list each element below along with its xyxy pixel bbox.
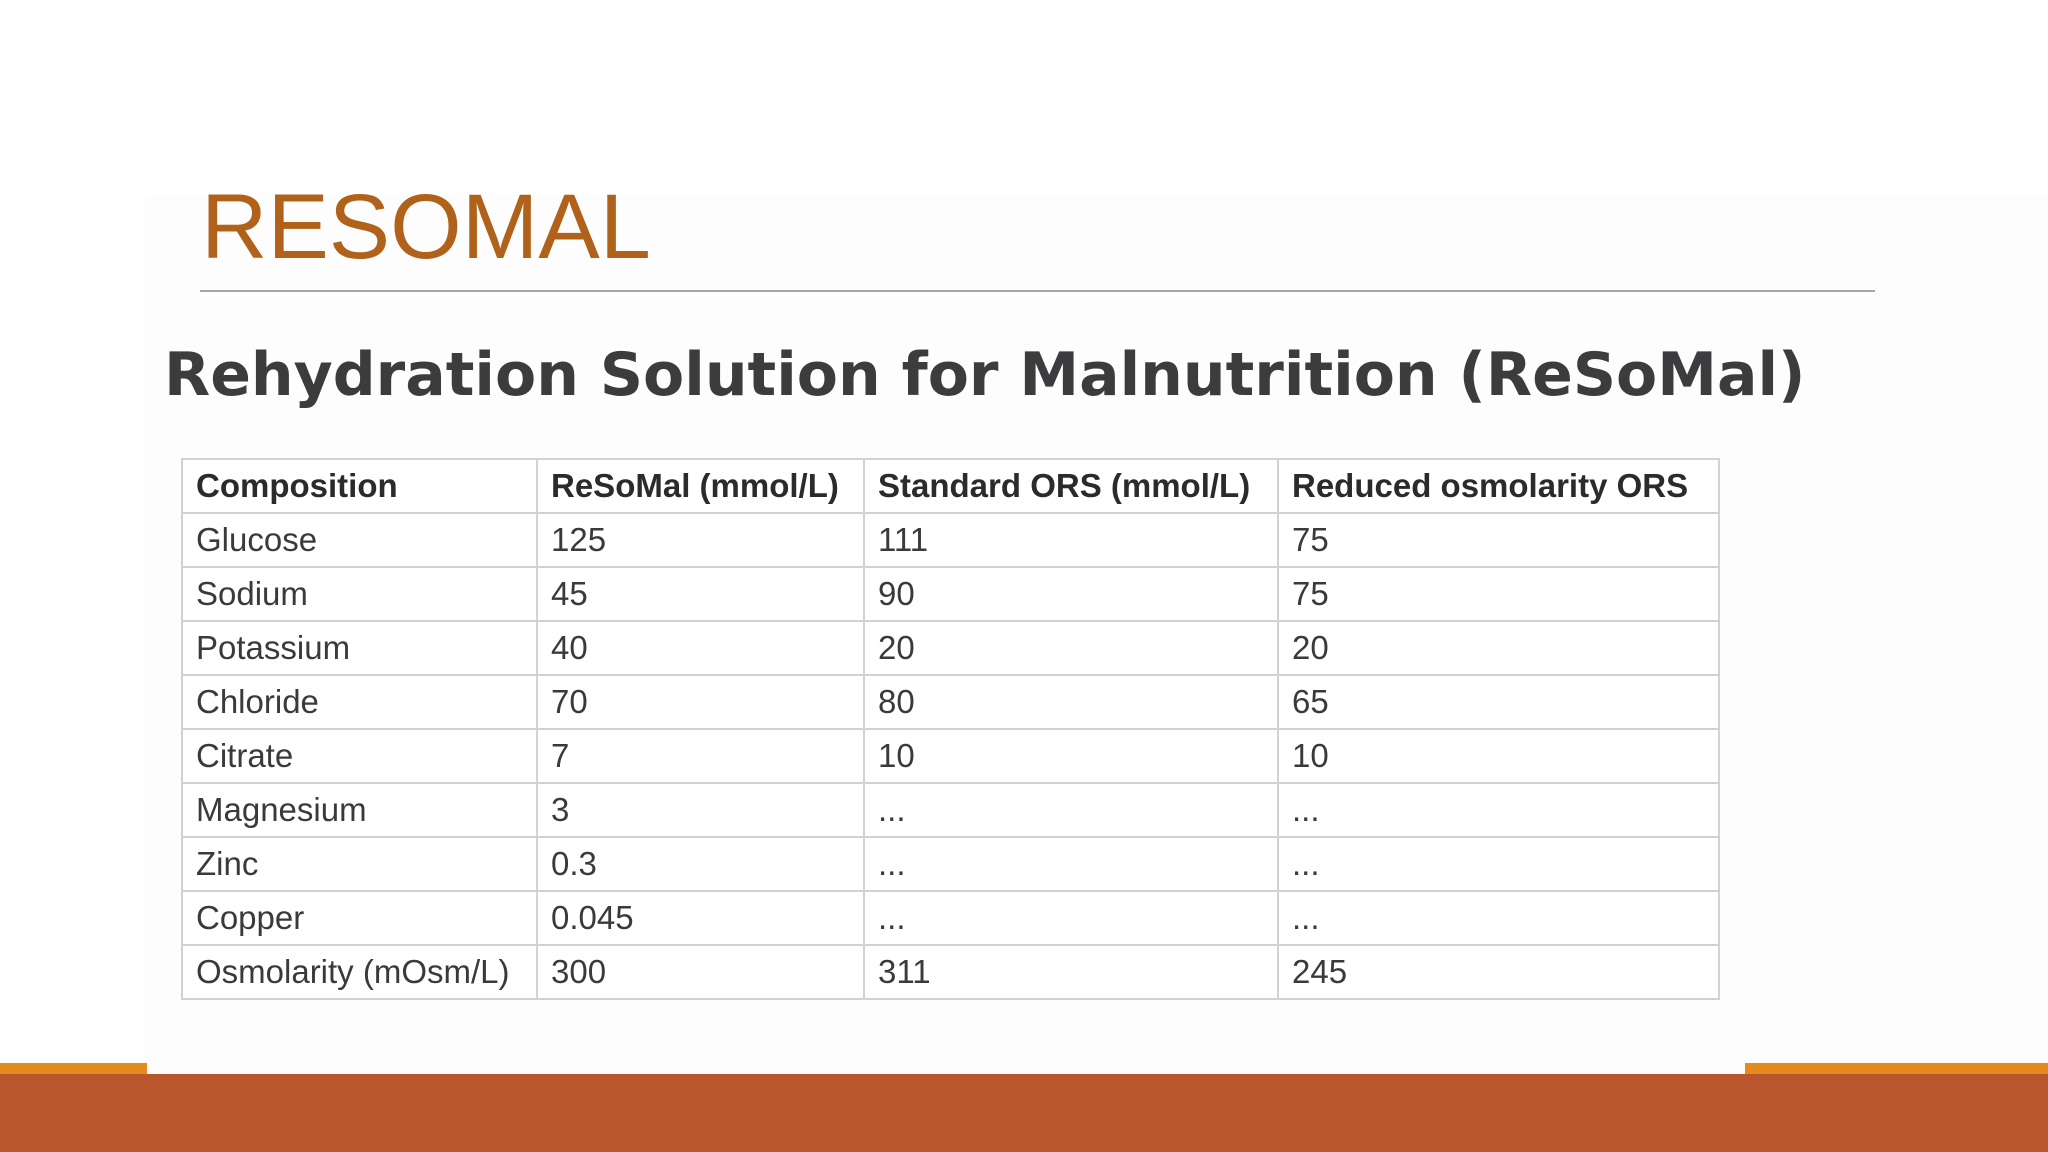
table-row: Glucose 125 111 75 [181, 512, 1720, 568]
table-cell: 70 [536, 674, 865, 730]
table-cell: Copper [181, 890, 538, 946]
table-cell: 125 [536, 512, 865, 568]
table-row: Potassium 40 20 20 [181, 620, 1720, 676]
table-cell: 111 [863, 512, 1279, 568]
table-cell: 65 [1277, 674, 1720, 730]
table-cell: 300 [536, 944, 865, 1000]
table-cell: ... [863, 890, 1279, 946]
table-cell: 90 [863, 566, 1279, 622]
header-composition: Composition [181, 458, 538, 514]
table-cell: Sodium [181, 566, 538, 622]
header-standard-ors: Standard ORS (mmol/L) [863, 458, 1279, 514]
table-cell: ... [1277, 782, 1720, 838]
table-cell: 80 [863, 674, 1279, 730]
table-cell: Citrate [181, 728, 538, 784]
footer-accent-left [0, 1063, 147, 1074]
table-row: Zinc 0.3 ... ... [181, 836, 1720, 892]
table-cell: 75 [1277, 566, 1720, 622]
footer-accent-right [1745, 1063, 2048, 1074]
table-cell: 75 [1277, 512, 1720, 568]
header-resomal: ReSoMal (mmol/L) [536, 458, 865, 514]
table-cell: 10 [1277, 728, 1720, 784]
footer-bar [0, 1074, 2048, 1152]
table-cell: ... [1277, 890, 1720, 946]
table-row: Copper 0.045 ... ... [181, 890, 1720, 946]
title-divider [200, 290, 1875, 292]
table-cell: 40 [536, 620, 865, 676]
table-cell: 245 [1277, 944, 1720, 1000]
table-cell: Potassium [181, 620, 538, 676]
table-cell: 45 [536, 566, 865, 622]
table-cell: 7 [536, 728, 865, 784]
table-header-row: Composition ReSoMal (mmol/L) Standard OR… [181, 458, 1720, 514]
table-row: Osmolarity (mOsm/L) 300 311 245 [181, 944, 1720, 1000]
table-cell: Glucose [181, 512, 538, 568]
table-cell: Zinc [181, 836, 538, 892]
table-row: Citrate 7 10 10 [181, 728, 1720, 784]
table-row: Sodium 45 90 75 [181, 566, 1720, 622]
table-cell: ... [863, 782, 1279, 838]
table-cell: 10 [863, 728, 1279, 784]
table-cell: 0.045 [536, 890, 865, 946]
composition-table: Composition ReSoMal (mmol/L) Standard OR… [181, 458, 1720, 1000]
table-cell: Chloride [181, 674, 538, 730]
table-cell: ... [863, 836, 1279, 892]
table-cell: 20 [1277, 620, 1720, 676]
table-cell: Osmolarity (mOsm/L) [181, 944, 538, 1000]
slide-subtitle: Rehydration Solution for Malnutrition (R… [164, 340, 1806, 410]
table-row: Chloride 70 80 65 [181, 674, 1720, 730]
header-reduced-ors: Reduced osmolarity ORS [1277, 458, 1720, 514]
table-cell: Magnesium [181, 782, 538, 838]
table-cell: 311 [863, 944, 1279, 1000]
table-cell: 0.3 [536, 836, 865, 892]
table-cell: 3 [536, 782, 865, 838]
table-row: Magnesium 3 ... ... [181, 782, 1720, 838]
slide-title: RESOMAL [201, 176, 651, 278]
table-cell: ... [1277, 836, 1720, 892]
table-cell: 20 [863, 620, 1279, 676]
